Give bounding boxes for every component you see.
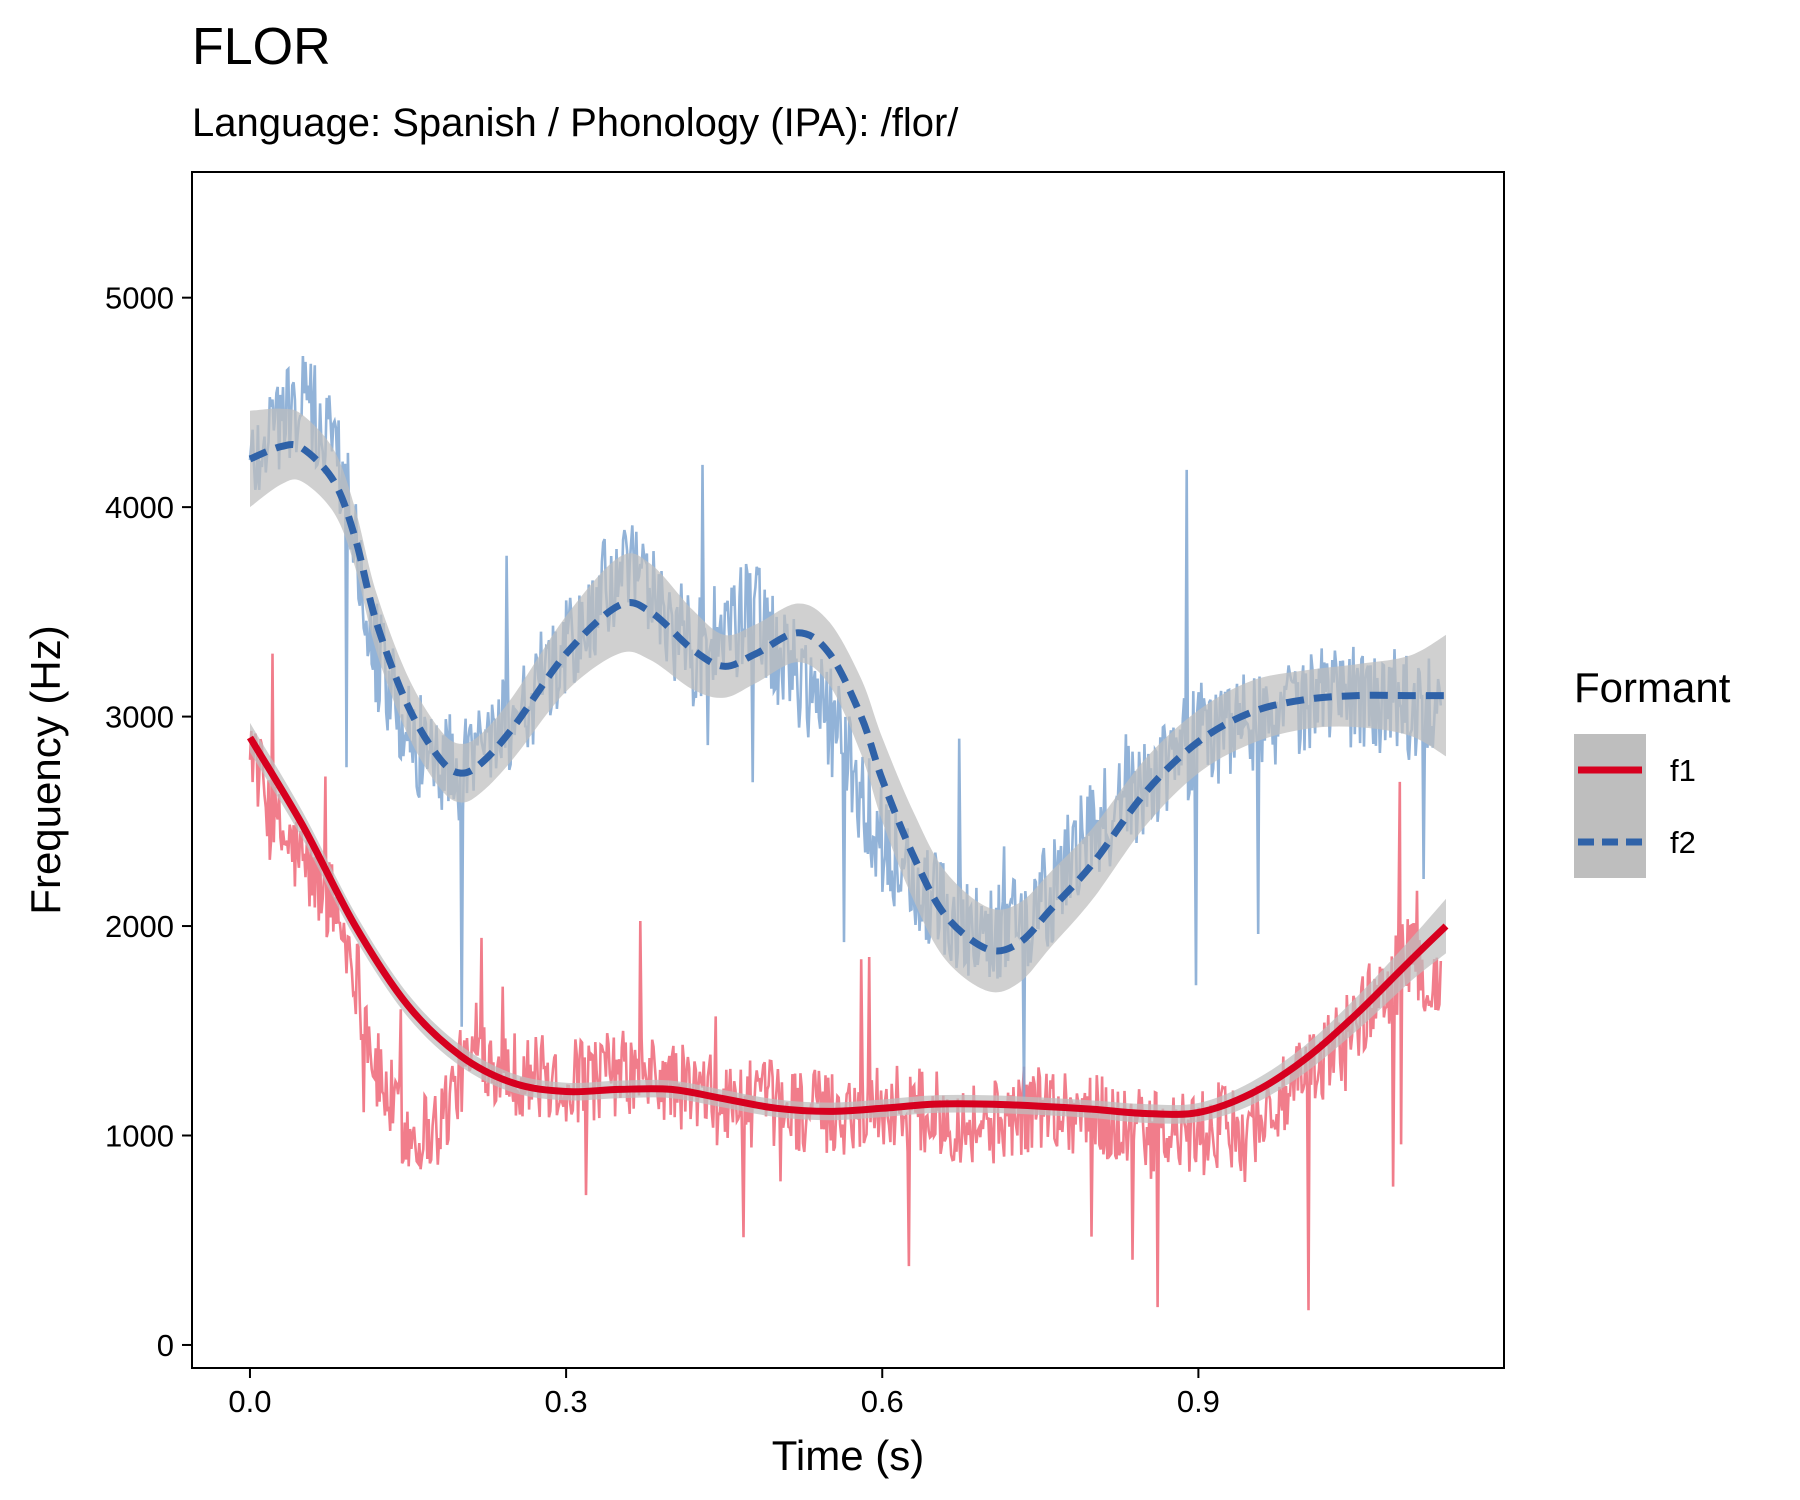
confidence-band-f2: [250, 408, 1446, 993]
y-tick-label: 1000: [105, 1119, 174, 1154]
x-tick-label: 0.0: [228, 1384, 271, 1419]
smooth-line-layer: [246, 441, 1449, 1118]
y-tick-label: 5000: [105, 281, 174, 316]
confidence-band-layer: [250, 408, 1446, 1124]
chart-subtitle: Language: Spanish / Phonology (IPA): /fl…: [192, 101, 959, 145]
legend-label-f1: f1: [1670, 753, 1696, 788]
y-axis-title: Frequency (Hz): [22, 625, 69, 914]
raw-data-layer: [248, 355, 1443, 1311]
smooth-line-f1: [246, 735, 1449, 1118]
smooth-line-f2: [248, 441, 1446, 955]
legend: Formant f1 f2: [1574, 664, 1731, 878]
legend-label-f2: f2: [1670, 825, 1696, 860]
plot-panel-border: [191, 171, 1505, 1369]
y-tick-label: 0: [157, 1328, 174, 1363]
y-tick-label: 3000: [105, 700, 174, 735]
x-axis: 0.0 0.3 0.6 0.9: [228, 1368, 1220, 1419]
y-tick-label: 2000: [105, 909, 174, 944]
y-axis: 0 1000 2000 3000 4000 5000: [105, 281, 192, 1363]
x-tick-label: 0.6: [861, 1384, 904, 1419]
legend-title: Formant: [1574, 664, 1731, 711]
x-tick-label: 0.3: [545, 1384, 588, 1419]
x-tick-label: 0.9: [1177, 1384, 1220, 1419]
x-axis-title: Time (s): [772, 1432, 924, 1479]
chart-title: FLOR: [192, 18, 331, 76]
y-tick-label: 4000: [105, 490, 174, 525]
